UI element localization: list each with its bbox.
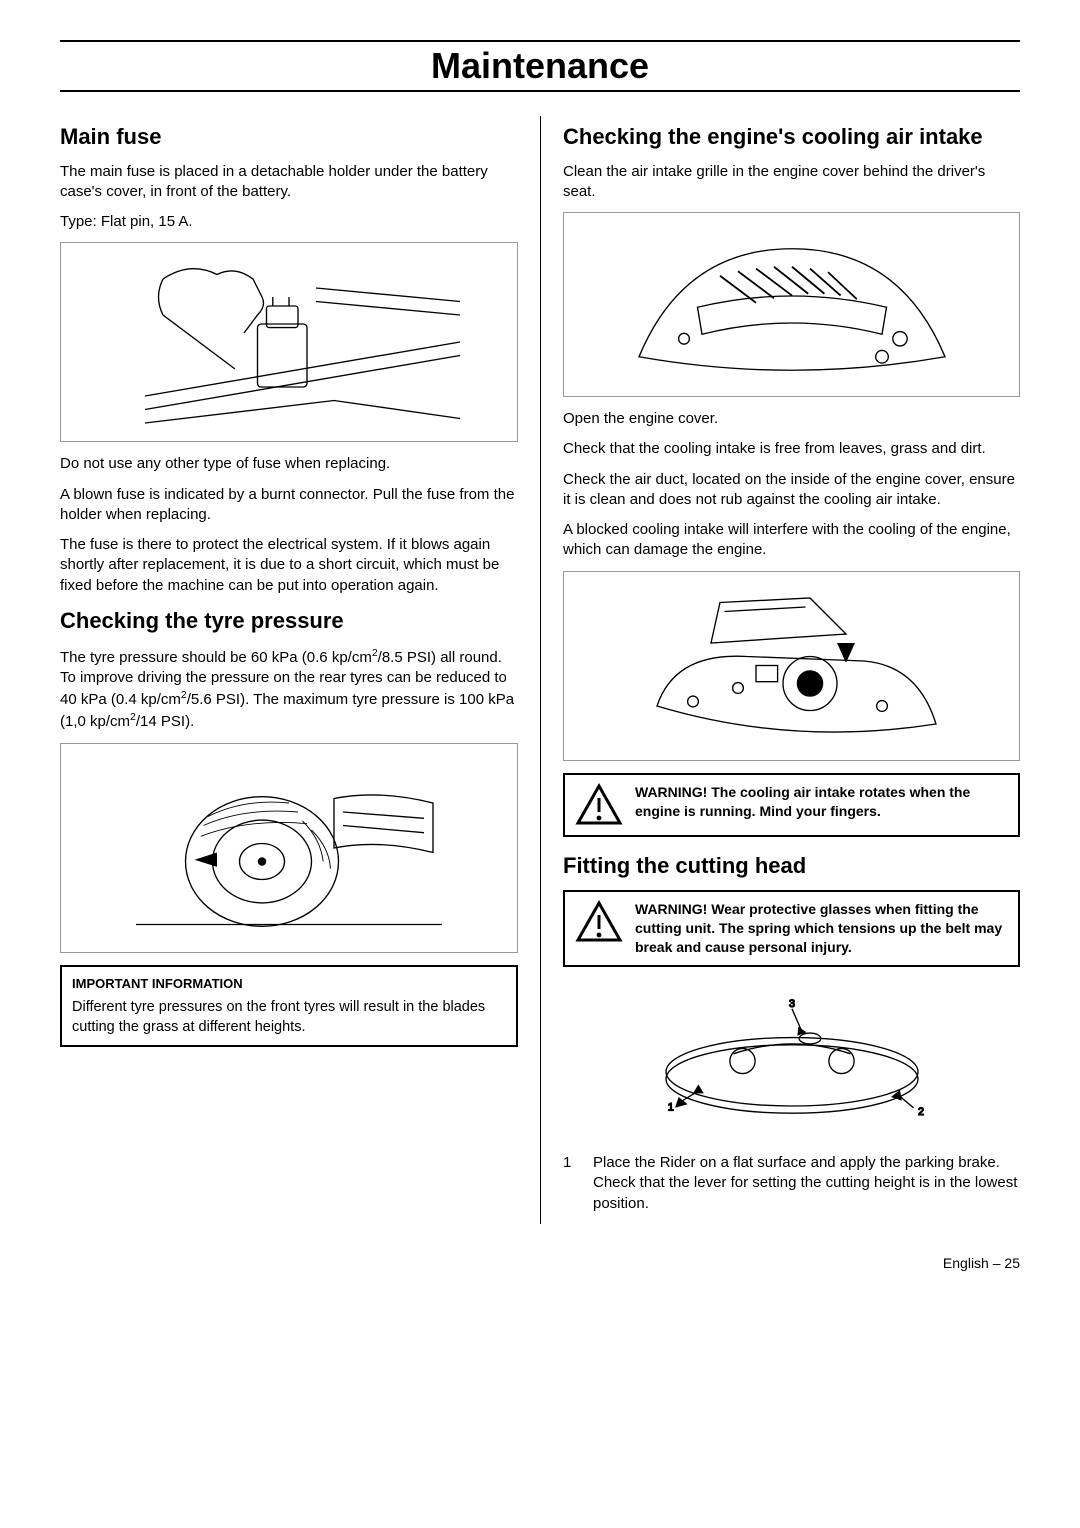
para-clean-grille: Clean the air intake grille in the engin… bbox=[563, 162, 1020, 203]
para-fuse-protect: The fuse is there to protect the electri… bbox=[60, 535, 518, 596]
page-footer: English – 25 bbox=[60, 1254, 1020, 1273]
para-open-cover: Open the engine cover. bbox=[563, 409, 1020, 429]
figure-grille bbox=[563, 212, 1020, 397]
deck-label-1: 1 bbox=[667, 1102, 673, 1114]
step-1-text: Place the Rider on a flat surface and ap… bbox=[593, 1153, 1020, 1214]
info-box-tyre: IMPORTANT INFORMATION Different tyre pre… bbox=[60, 965, 518, 1048]
footer-page-number: 25 bbox=[1004, 1255, 1020, 1271]
left-column: Main fuse The main fuse is placed in a d… bbox=[60, 116, 540, 1224]
step-1-number: 1 bbox=[563, 1153, 581, 1214]
para-check-duct: Check the air duct, located on the insid… bbox=[563, 470, 1020, 511]
warning-icon bbox=[575, 783, 623, 827]
figure-cutting-deck: 3 1 2 bbox=[563, 981, 1020, 1141]
deck-label-3: 3 bbox=[789, 998, 795, 1010]
para-fuse-replace: Do not use any other type of fuse when r… bbox=[60, 454, 518, 474]
para-fuse-blown: A blown fuse is indicated by a burnt con… bbox=[60, 485, 518, 526]
page-title: Maintenance bbox=[431, 42, 649, 91]
warning-text-cutting: WARNING! Wear protective glasses when fi… bbox=[635, 900, 1008, 957]
warning-box-cutting: WARNING! Wear protective glasses when fi… bbox=[563, 890, 1020, 967]
right-column: Checking the engine's cooling air intake… bbox=[540, 116, 1020, 1224]
figure-fuse bbox=[60, 242, 518, 442]
para-fuse-type: Type: Flat pin, 15 A. bbox=[60, 212, 518, 232]
para-tyre-pressure: The tyre pressure should be 60 kPa (0.6 … bbox=[60, 646, 518, 733]
warning-box-cooling: WARNING! The cooling air intake rotates … bbox=[563, 773, 1020, 837]
deck-label-2: 2 bbox=[918, 1106, 924, 1118]
para-blocked-intake: A blocked cooling intake will interfere … bbox=[563, 520, 1020, 561]
info-title: IMPORTANT INFORMATION bbox=[72, 975, 506, 993]
step-1: 1 Place the Rider on a flat surface and … bbox=[563, 1153, 1020, 1214]
heading-cutting-head: Fitting the cutting head bbox=[563, 851, 1020, 881]
warning-text-cooling: WARNING! The cooling air intake rotates … bbox=[635, 783, 1008, 821]
figure-tyre bbox=[60, 743, 518, 953]
info-body: Different tyre pressures on the front ty… bbox=[72, 998, 506, 1037]
heading-tyre-pressure: Checking the tyre pressure bbox=[60, 606, 518, 636]
para-check-intake: Check that the cooling intake is free fr… bbox=[563, 439, 1020, 459]
heading-cooling-intake: Checking the engine's cooling air intake bbox=[563, 122, 1020, 152]
heading-main-fuse: Main fuse bbox=[60, 122, 518, 152]
para-fuse-location: The main fuse is placed in a detachable … bbox=[60, 162, 518, 203]
figure-engine-cover bbox=[563, 571, 1020, 761]
warning-icon bbox=[575, 900, 623, 944]
footer-language: English bbox=[943, 1255, 989, 1271]
